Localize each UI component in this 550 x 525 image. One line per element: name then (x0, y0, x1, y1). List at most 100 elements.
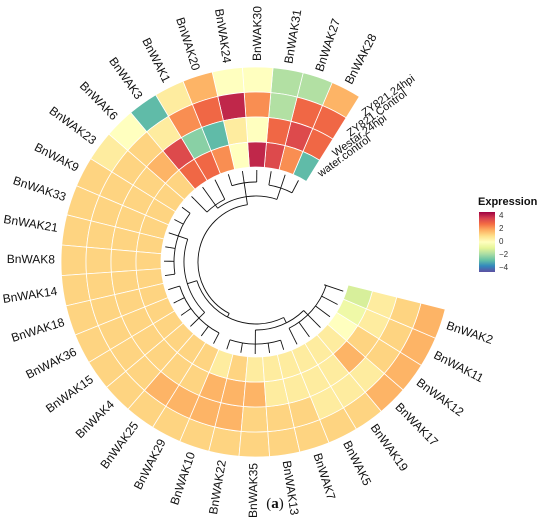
dendrogram-branch (240, 344, 243, 353)
dendrogram-branch (294, 180, 299, 188)
dendrogram-branch (213, 339, 216, 344)
dendrogram-branch (180, 311, 187, 316)
heatmap-cell (110, 248, 137, 273)
heatmap-cell (241, 66, 274, 94)
dendrogram-branch (228, 339, 231, 344)
dendrogram-branch (212, 201, 216, 206)
dendrogram-branch (197, 204, 248, 314)
dendrogram-branch (314, 321, 321, 328)
legend-tick-label: 2 (499, 224, 504, 233)
gene-label: BnWAK19 (368, 421, 411, 474)
gene-label: BnWAK3 (106, 55, 146, 103)
gene-label: BnWAK11 (431, 348, 486, 386)
dendrogram-branch (255, 310, 304, 331)
dendrogram-branch (269, 171, 272, 180)
gene-label: BnWAK14 (2, 284, 59, 306)
dendrogram-branch (164, 273, 173, 277)
legend-tick-label: −2 (499, 250, 509, 259)
dendrogram-branch (291, 187, 296, 194)
dendrogram (164, 170, 344, 354)
caption-label: a (271, 496, 279, 512)
dendrogram-branch (200, 330, 206, 337)
dendrogram-branch (165, 246, 170, 248)
heatmap-cell (208, 426, 242, 457)
gene-label: BnWAK27 (312, 17, 343, 74)
dendrogram-branch (204, 326, 209, 332)
dendrogram-branch (241, 170, 245, 179)
dendrogram-branch (168, 232, 175, 236)
dendrogram-branch (298, 321, 307, 333)
dendrogram-branch (181, 206, 188, 212)
dendrogram-branch (214, 332, 220, 341)
gene-label: BnWAK5 (340, 438, 374, 488)
gene-label: BnWAK6 (77, 79, 121, 123)
dendrogram-branch (315, 305, 323, 312)
dendrogram-branch (268, 348, 271, 354)
dendrogram-branch (283, 317, 287, 324)
gene-label: BnWAK36 (23, 345, 79, 382)
dendrogram-branch (185, 308, 192, 313)
dendrogram-branch (173, 300, 178, 304)
heatmap-cell (238, 430, 271, 458)
dendrogram-branch (178, 235, 188, 240)
legend-colorbar (479, 212, 495, 272)
gene-label: BnWAK20 (173, 16, 203, 73)
heatmap-cell (247, 141, 267, 168)
dendrogram-branch (288, 328, 294, 338)
heatmap-cell (342, 284, 373, 310)
dendrogram-branch (186, 210, 191, 214)
heatmap-cell (245, 356, 265, 383)
gene-label: BnWAK24 (212, 8, 234, 65)
dendrogram-branch (214, 179, 220, 189)
gene-label: BnWAK31 (281, 8, 304, 65)
gene-label: BnWAK8 (7, 252, 56, 266)
dendrogram-branch (173, 285, 180, 289)
gene-label: BnWAK2 (445, 318, 495, 347)
dendrogram-branch (198, 312, 205, 319)
gene-label: BnWAK18 (10, 315, 67, 345)
dendrogram-branch (206, 198, 225, 213)
dendrogram-branch (174, 234, 179, 237)
gene-label: BnWAK12 (414, 375, 467, 419)
dendrogram-branch (214, 204, 219, 209)
gene-label: BnWAK25 (97, 419, 141, 472)
dendrogram-branch (226, 313, 230, 318)
dendrogram-branch (324, 284, 344, 292)
heatmap-cell (242, 381, 267, 408)
legend-title: Expression (478, 196, 538, 208)
legend-tick-label: 0 (499, 237, 504, 246)
dendrogram-branch (179, 285, 220, 334)
dendrogram-branch (202, 186, 214, 203)
dendrogram-branch (169, 247, 176, 249)
dendrogram-branch (245, 196, 248, 205)
dendrogram-branch (226, 343, 230, 350)
heatmap-cell (135, 251, 162, 271)
heatmap-cell (60, 244, 88, 277)
dendrogram-branch (190, 320, 197, 327)
dendrogram-branch (196, 280, 284, 325)
dendrogram-branch (173, 212, 191, 275)
heatmap-cell (85, 246, 112, 275)
dendrogram-branch (321, 295, 326, 299)
heatmap-cell (270, 67, 304, 98)
gene-label: BnWAK23 (47, 103, 100, 147)
dendrogram-branch (303, 310, 309, 316)
heatmap-cell (240, 406, 269, 433)
legend-ticks: 4 2 0 −2 −4 (495, 211, 509, 272)
dendrogram-branch (177, 220, 184, 225)
gene-label: BnWAK7 (311, 451, 339, 502)
gene-label: BnWAK4 (73, 397, 117, 441)
figure-caption: (a) (266, 496, 284, 512)
gene-label: BnWAK35 (246, 463, 260, 518)
dendrogram-branch (219, 188, 226, 200)
dendrogram-branch (267, 343, 270, 350)
dendrogram-branch (187, 280, 198, 285)
color-legend: Expression 4 2 0 −2 −4 (478, 196, 538, 272)
dendrogram-branch (191, 196, 195, 200)
heatmap-cell (245, 116, 270, 143)
dendrogram-branch (280, 174, 286, 187)
dendrogram-branch (243, 178, 245, 183)
heatmap-cell (243, 91, 272, 118)
dendrogram-branch (243, 182, 247, 197)
dendrogram-branch (177, 297, 185, 302)
